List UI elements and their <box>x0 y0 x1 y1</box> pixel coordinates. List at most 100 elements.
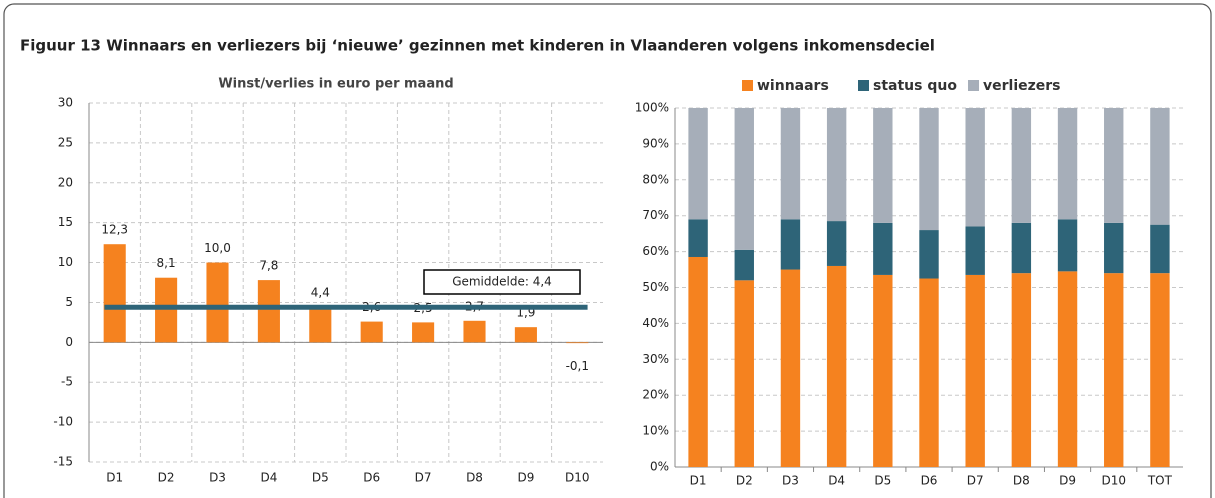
y-tick-label: 90% <box>642 136 669 150</box>
x-tick-label: D4 <box>260 471 277 485</box>
data-label: 8,1 <box>157 256 176 270</box>
bar-segment <box>1011 108 1032 223</box>
bar-segment <box>826 265 847 467</box>
bar-segment <box>919 230 939 279</box>
legend-label: winnaars <box>757 78 829 94</box>
bar-segment <box>1057 108 1078 220</box>
y-tick-label: 5 <box>65 295 73 309</box>
y-tick-label: 10 <box>58 255 73 269</box>
data-label: -0,1 <box>566 359 589 373</box>
bar-segment <box>873 108 893 223</box>
x-tick-label: D7 <box>415 471 432 485</box>
x-tick-label: D1 <box>690 474 707 488</box>
bar-segment <box>1057 219 1078 272</box>
bar-segment <box>919 108 939 231</box>
bar-segment <box>688 108 708 220</box>
bar-segment <box>1150 273 1170 467</box>
x-tick-label: D5 <box>874 474 891 488</box>
bar-segment <box>1057 271 1078 467</box>
legend-swatch <box>858 80 869 91</box>
y-tick-label: 10% <box>642 424 669 438</box>
y-tick-label: -10 <box>53 415 73 429</box>
y-tick-label: -15 <box>53 455 73 469</box>
bar-segment <box>965 108 985 227</box>
y-tick-label: 50% <box>642 280 669 294</box>
x-tick-label: D6 <box>363 471 380 485</box>
bar <box>257 280 280 343</box>
chart-title: Winst/verlies in euro per maand <box>218 77 453 92</box>
bar <box>360 321 383 343</box>
bar <box>103 244 126 343</box>
legend-swatch <box>742 80 753 91</box>
bar-segment <box>780 108 801 220</box>
y-tick-label: 40% <box>642 316 669 330</box>
x-tick-label: D8 <box>1013 474 1030 488</box>
bar-segment <box>919 278 939 467</box>
legend-label: status quo <box>873 78 957 94</box>
data-label: 10,0 <box>204 241 231 255</box>
x-tick-label: D10 <box>1101 474 1126 488</box>
x-tick-label: D3 <box>782 474 799 488</box>
bar <box>463 320 486 343</box>
x-tick-label: D10 <box>565 471 590 485</box>
bar-segment <box>1104 108 1124 223</box>
bar-segment <box>734 108 754 250</box>
x-tick-label: D9 <box>517 471 534 485</box>
y-tick-label: 15 <box>58 215 73 229</box>
y-tick-label: 0 <box>65 335 73 349</box>
bar-segment <box>1104 273 1124 467</box>
bar-segment <box>965 226 985 275</box>
bar <box>412 322 435 343</box>
bar-segment <box>826 108 847 222</box>
y-tick-label: -5 <box>61 375 73 389</box>
y-tick-label: 70% <box>642 208 669 222</box>
data-label: 7,8 <box>259 259 278 273</box>
data-label: 4,4 <box>311 286 330 300</box>
x-tick-label: D7 <box>967 474 984 488</box>
x-tick-label: TOT <box>1147 474 1173 488</box>
legend-swatch <box>968 80 979 91</box>
bar <box>155 277 178 343</box>
bar <box>566 342 589 344</box>
figure-title: Figuur 13 Winnaars en verliezers bij ‘ni… <box>20 37 935 55</box>
y-tick-label: 30% <box>642 352 669 366</box>
bar-segment <box>1104 222 1124 274</box>
bar-segment <box>780 269 801 467</box>
x-tick-label: D1 <box>106 471 123 485</box>
bar-segment <box>688 219 708 257</box>
bar-segment <box>734 249 754 281</box>
bar-segment <box>873 274 893 467</box>
x-tick-label: D6 <box>921 474 938 488</box>
x-tick-label: D2 <box>736 474 753 488</box>
y-tick-label: 100% <box>635 101 669 115</box>
bar-segment <box>1011 273 1032 467</box>
frame <box>3 3 1212 498</box>
bar-segment <box>688 256 708 467</box>
data-label: 12,3 <box>101 223 128 237</box>
x-tick-label: D2 <box>158 471 175 485</box>
bar-segment <box>873 222 893 275</box>
y-tick-label: 0% <box>650 460 669 474</box>
y-tick-label: 25 <box>58 135 73 149</box>
bar <box>309 307 332 343</box>
average-label: Gemiddelde: 4,4 <box>452 275 552 289</box>
x-tick-label: D4 <box>828 474 845 488</box>
y-tick-label: 80% <box>642 172 669 186</box>
legend-label: verliezers <box>983 78 1061 94</box>
y-tick-label: 20% <box>642 388 669 402</box>
average-box <box>423 269 581 295</box>
bar <box>514 327 537 343</box>
bar-segment <box>1150 108 1170 225</box>
bar <box>206 262 229 343</box>
bar-segment <box>826 221 847 266</box>
y-tick-label: 20 <box>58 175 73 189</box>
bar-segment <box>965 274 985 467</box>
bar-segment <box>1150 224 1170 274</box>
x-tick-label: D9 <box>1059 474 1076 488</box>
x-tick-label: D5 <box>312 471 329 485</box>
bar-segment <box>1011 222 1032 274</box>
bar-segment <box>780 219 801 270</box>
x-tick-label: D8 <box>466 471 483 485</box>
y-tick-label: 60% <box>642 244 669 258</box>
